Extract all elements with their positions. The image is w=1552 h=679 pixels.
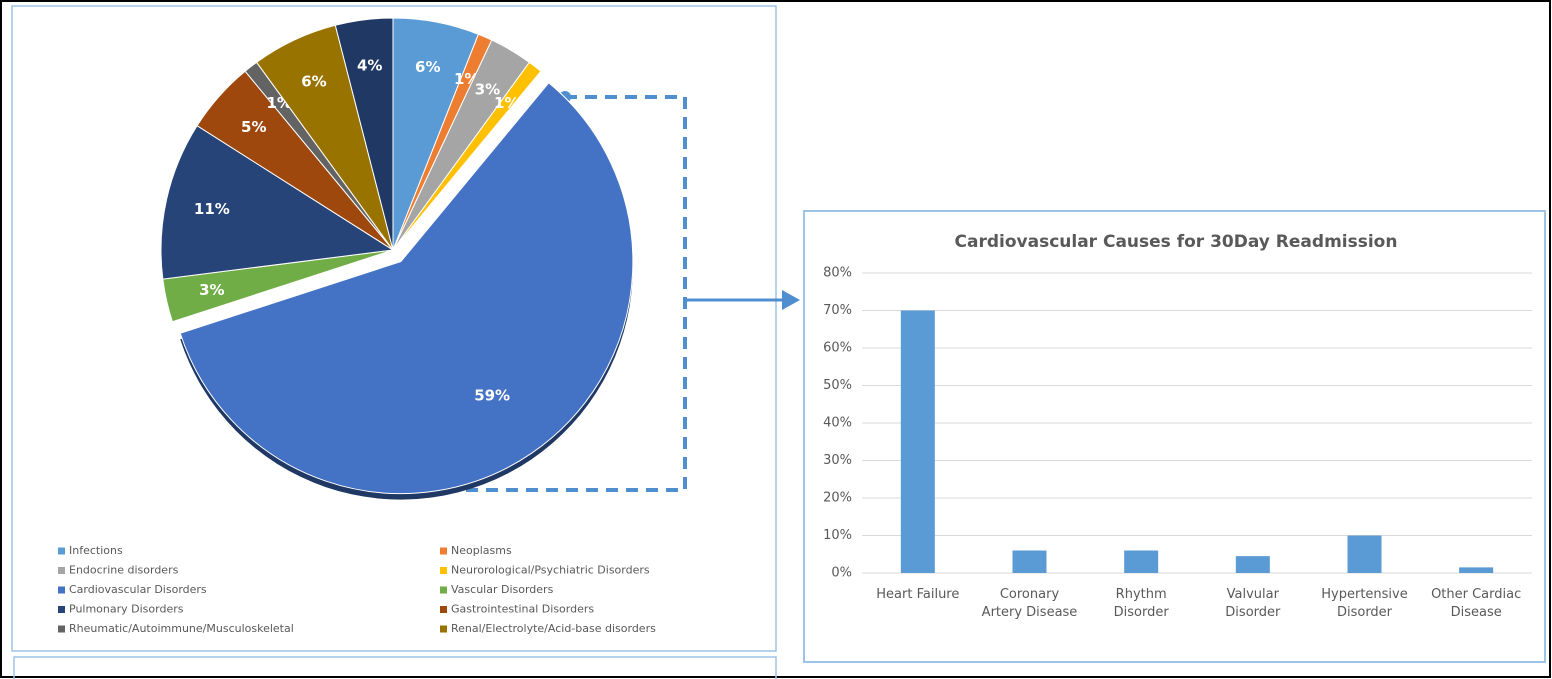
legend-swatch <box>58 606 65 613</box>
bar <box>1459 567 1494 573</box>
lower-panel <box>13 656 777 679</box>
legend-label: Rheumatic/Autoimmune/Musculoskeletal <box>69 622 294 635</box>
legend-swatch <box>440 586 447 594</box>
legend-label: Vascular Disorders <box>451 583 554 596</box>
bar <box>1012 550 1047 573</box>
pie-slice <box>334 17 394 251</box>
y-tick-label: 60% <box>823 341 852 356</box>
data-label: 6% <box>301 73 326 91</box>
legend-label: Gastrointestinal Disorders <box>451 603 594 616</box>
data-label: 59% <box>474 386 510 404</box>
y-tick-label: 50% <box>823 378 852 393</box>
y-tick-label: 0% <box>831 566 852 581</box>
legend-swatch <box>440 547 447 555</box>
legend-label: Neoplasms <box>451 544 512 557</box>
bar <box>1347 535 1382 573</box>
data-label: 11% <box>194 200 230 218</box>
legend-label: Renal/Electrolyte/Acid-base disorders <box>451 622 656 635</box>
x-tick-label: Other Cardiac Disease <box>1431 587 1522 620</box>
arrow-head <box>782 290 800 310</box>
bar <box>1124 550 1159 573</box>
y-tick-label: 40% <box>823 416 852 431</box>
legend-swatch <box>58 586 65 594</box>
legend-label: Cardiovascular Disorders <box>69 583 207 596</box>
x-tick-label: Rhythm Disorder <box>1113 587 1169 620</box>
connector <box>403 95 687 492</box>
x-tick-label: Hypertensive Disorder <box>1321 587 1408 620</box>
bar-panel <box>803 210 1546 663</box>
legend-swatch <box>58 567 65 574</box>
data-label: 5% <box>241 118 266 136</box>
data-label: 3% <box>199 281 224 299</box>
legend-swatch <box>440 567 447 574</box>
y-tick-label: 70% <box>823 303 852 318</box>
bar <box>1235 556 1270 573</box>
pie-slice <box>179 82 634 495</box>
legend-swatch <box>58 547 65 555</box>
legend-label: Infections <box>69 544 123 557</box>
chart-title: Cardiovascular Causes for 30Day Readmiss… <box>955 232 1398 252</box>
y-tick-label: 80% <box>823 266 852 281</box>
y-tick-label: 20% <box>823 491 852 506</box>
data-label: 4% <box>357 56 382 74</box>
pie-panel <box>11 5 777 652</box>
legend-swatch <box>440 625 447 633</box>
x-tick-label: Valvular Disorder <box>1225 587 1281 620</box>
x-tick-label: Coronary Artery Disease <box>981 587 1078 620</box>
data-label: 1% <box>494 94 519 112</box>
data-label: 6% <box>415 58 440 76</box>
y-tick-label: 30% <box>823 453 852 468</box>
bar <box>900 310 935 573</box>
legend-label: Endocrine disorders <box>69 564 179 577</box>
y-tick-label: 10% <box>823 528 852 543</box>
pie-slice <box>392 61 542 251</box>
data-label: 3% <box>475 81 500 99</box>
pie-slice <box>160 124 395 280</box>
x-tick-label: Heart Failure <box>876 587 960 602</box>
legend-swatch <box>58 625 65 633</box>
legend-label: Neurorological/Psychiatric Disorders <box>451 564 650 577</box>
legend-label: Pulmonary Disorders <box>69 603 184 616</box>
legend-swatch <box>440 606 447 613</box>
